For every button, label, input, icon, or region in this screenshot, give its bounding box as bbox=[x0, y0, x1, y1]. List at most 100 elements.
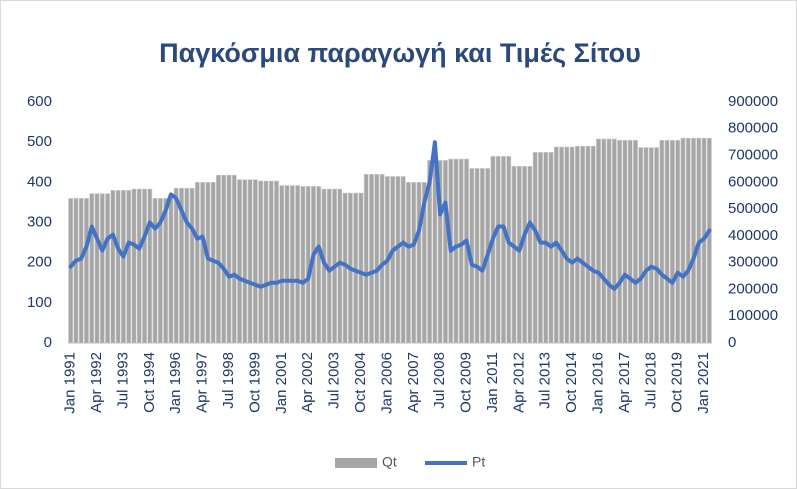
x-tick-label: Apr 2017 bbox=[616, 352, 633, 413]
bar bbox=[527, 165, 533, 344]
bar bbox=[136, 188, 142, 344]
bar bbox=[648, 147, 654, 344]
y-tick-label: 400 bbox=[27, 173, 52, 190]
bar bbox=[627, 139, 633, 344]
y-tick-label: 100 bbox=[27, 294, 52, 311]
bar bbox=[522, 165, 528, 344]
bar bbox=[622, 139, 628, 344]
x-tick-label: Jan 1991 bbox=[62, 352, 79, 414]
bar bbox=[131, 188, 137, 344]
x-tick-label: Jul 2003 bbox=[326, 352, 343, 409]
x-tick-label: Apr 1997 bbox=[194, 352, 211, 413]
bar bbox=[506, 156, 512, 344]
x-tick-label: Jul 2018 bbox=[642, 352, 659, 409]
bar bbox=[369, 174, 374, 344]
bar bbox=[168, 198, 174, 344]
bar bbox=[252, 179, 258, 344]
bar bbox=[184, 187, 190, 344]
y2-tick-label: 100000 bbox=[728, 307, 778, 324]
bar bbox=[189, 187, 195, 344]
bar bbox=[416, 182, 422, 344]
x-tick-label: Jul 1993 bbox=[114, 352, 131, 409]
bar bbox=[411, 182, 417, 344]
bar bbox=[221, 174, 227, 344]
x-tick-label: Oct 1999 bbox=[246, 352, 263, 413]
bar bbox=[400, 176, 406, 344]
bar bbox=[105, 193, 111, 344]
bar bbox=[68, 198, 74, 344]
x-tick-label: Jan 2016 bbox=[589, 352, 606, 414]
bar bbox=[258, 180, 264, 344]
legend-label: Qt bbox=[382, 454, 397, 470]
bar bbox=[706, 137, 712, 344]
bar bbox=[110, 190, 116, 344]
bar bbox=[406, 182, 411, 344]
bar bbox=[675, 139, 681, 344]
y2-tick-label: 500000 bbox=[728, 200, 778, 217]
x-tick-label: Apr 2002 bbox=[299, 352, 316, 413]
bar bbox=[121, 190, 126, 344]
line bbox=[68, 140, 712, 291]
bar bbox=[479, 168, 485, 344]
bar bbox=[511, 165, 517, 344]
bar bbox=[390, 176, 396, 344]
bar bbox=[279, 185, 285, 344]
bar bbox=[532, 152, 538, 344]
bar bbox=[300, 186, 306, 344]
bar bbox=[453, 158, 459, 344]
bar bbox=[643, 147, 649, 344]
bar bbox=[590, 145, 596, 344]
x-tick-label: Jul 2008 bbox=[431, 352, 448, 409]
bar bbox=[84, 198, 89, 344]
bar bbox=[147, 188, 153, 344]
bar bbox=[611, 138, 617, 344]
legend-swatch bbox=[335, 458, 377, 468]
bar bbox=[490, 156, 496, 344]
bar bbox=[142, 188, 147, 344]
bar bbox=[94, 193, 100, 344]
bar bbox=[395, 176, 401, 344]
bar bbox=[89, 193, 95, 344]
x-tick-label: Jan 1996 bbox=[167, 352, 184, 414]
bar bbox=[358, 192, 364, 344]
y-tick-label: 200 bbox=[27, 254, 52, 271]
bar bbox=[268, 180, 274, 344]
bar bbox=[664, 139, 670, 344]
bar bbox=[163, 198, 169, 344]
bar bbox=[247, 179, 253, 344]
x-tick-label: Oct 2014 bbox=[563, 352, 580, 413]
bar bbox=[363, 174, 369, 344]
bar bbox=[538, 152, 543, 344]
bar bbox=[617, 139, 623, 344]
bar bbox=[638, 147, 644, 344]
x-tick-label: Jan 2021 bbox=[695, 352, 712, 414]
y2-tick-label: 200000 bbox=[728, 280, 778, 297]
bar bbox=[205, 182, 211, 344]
bar bbox=[173, 187, 179, 344]
y2-tick-label: 300000 bbox=[728, 254, 778, 271]
bar bbox=[126, 190, 132, 344]
y-tick-label: 0 bbox=[44, 334, 52, 351]
y2-tick-label: 700000 bbox=[728, 147, 778, 164]
x-tick-label: Oct 2004 bbox=[352, 352, 369, 413]
bar bbox=[580, 145, 586, 344]
bar bbox=[596, 138, 601, 344]
bar bbox=[284, 185, 290, 344]
x-tick-label: Oct 2019 bbox=[669, 352, 686, 413]
x-tick-label: Jul 2013 bbox=[537, 352, 554, 409]
bar bbox=[691, 137, 696, 344]
bar bbox=[242, 179, 248, 344]
x-tick-label: Apr 2007 bbox=[405, 352, 422, 413]
bar bbox=[458, 158, 464, 344]
bar bbox=[543, 152, 549, 344]
y2-tick-label: 600000 bbox=[728, 173, 778, 190]
bar bbox=[73, 198, 79, 344]
x-tick-label: Jan 2001 bbox=[273, 352, 290, 414]
bar bbox=[443, 160, 448, 344]
bar bbox=[474, 168, 480, 344]
bar bbox=[564, 146, 570, 344]
bar bbox=[194, 182, 200, 344]
x-tick-label: Jul 1998 bbox=[220, 352, 237, 409]
bar bbox=[289, 185, 295, 344]
